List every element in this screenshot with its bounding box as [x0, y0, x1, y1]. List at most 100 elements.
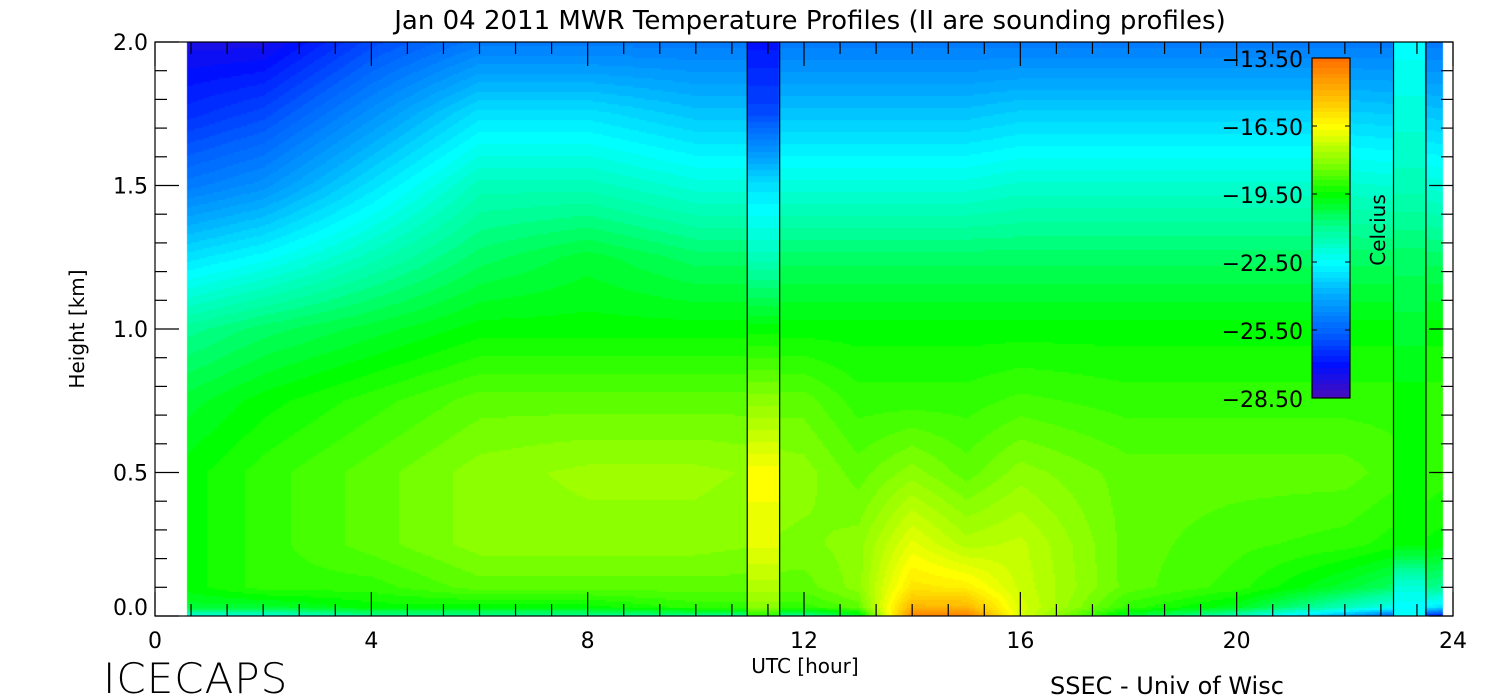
- colorbar-swatch: [1312, 110, 1350, 112]
- colorbar-swatch: [1312, 356, 1350, 358]
- colorbar-swatch: [1312, 176, 1350, 178]
- colorbar-swatch: [1312, 204, 1350, 206]
- colorbar-swatch: [1312, 192, 1350, 194]
- colorbar-swatch: [1312, 384, 1350, 386]
- colorbar-swatch: [1312, 190, 1350, 192]
- colorbar-swatch: [1312, 94, 1350, 96]
- colorbar-swatch: [1312, 342, 1350, 344]
- colorbar-swatch: [1312, 194, 1350, 196]
- colorbar-swatch: [1312, 240, 1350, 242]
- axes: [154, 41, 1454, 617]
- colorbar-swatch: [1312, 348, 1350, 350]
- colorbar-tick-label: −28.50: [1222, 388, 1303, 413]
- colorbar-swatch: [1312, 186, 1350, 188]
- colorbar-swatch: [1312, 300, 1350, 302]
- colorbar-swatch: [1312, 106, 1350, 108]
- colorbar-swatch: [1312, 246, 1350, 248]
- colorbar-swatch: [1312, 308, 1350, 310]
- colorbar-swatch: [1312, 60, 1350, 62]
- colorbar-swatch: [1312, 90, 1350, 92]
- colorbar-swatch: [1312, 368, 1350, 370]
- colorbar-swatch: [1312, 126, 1350, 128]
- colorbar-swatch: [1312, 96, 1350, 98]
- y-tick-label: 0.5: [113, 462, 148, 487]
- colorbar-swatch: [1312, 386, 1350, 388]
- colorbar-swatch: [1312, 376, 1350, 378]
- colorbar-swatch: [1312, 392, 1350, 394]
- colorbar-swatch: [1312, 318, 1350, 320]
- x-tick-label: 20: [1223, 629, 1251, 654]
- colorbar-swatch: [1312, 298, 1350, 300]
- colorbar-swatch: [1312, 212, 1350, 214]
- colorbar-swatch: [1312, 380, 1350, 382]
- colorbar-swatch: [1312, 112, 1350, 114]
- colorbar-swatch: [1312, 68, 1350, 70]
- colorbar-swatch: [1312, 218, 1350, 220]
- colorbar-swatch: [1312, 88, 1350, 90]
- colorbar-swatch: [1312, 296, 1350, 298]
- colorbar-swatch: [1312, 72, 1350, 74]
- colorbar-swatch: [1312, 336, 1350, 338]
- colorbar-tick-label: −22.50: [1222, 252, 1303, 277]
- colorbar-swatch: [1312, 372, 1350, 374]
- colorbar-swatch: [1312, 382, 1350, 384]
- colorbar-tick-label: −13.50: [1222, 48, 1303, 73]
- colorbar-swatch: [1312, 206, 1350, 208]
- y-axis-label: Height [km]: [65, 269, 89, 388]
- colorbar-swatch: [1312, 62, 1350, 64]
- colorbar-swatch: [1312, 84, 1350, 86]
- colorbar-swatch: [1312, 314, 1350, 316]
- colorbar-swatch: [1312, 354, 1350, 356]
- colorbar-swatch: [1312, 248, 1350, 250]
- colorbar-swatch: [1312, 108, 1350, 110]
- colorbar-swatch: [1312, 214, 1350, 216]
- colorbar-swatch: [1312, 272, 1350, 274]
- colorbar-swatch: [1312, 256, 1350, 258]
- colorbar-swatch: [1312, 224, 1350, 226]
- colorbar-swatch: [1312, 138, 1350, 140]
- colorbar-swatch: [1312, 124, 1350, 126]
- colorbar-swatch: [1312, 286, 1350, 288]
- colorbar-swatch: [1312, 120, 1350, 122]
- colorbar-swatch: [1312, 288, 1350, 290]
- colorbar-swatch: [1312, 66, 1350, 68]
- colorbar-swatch: [1312, 158, 1350, 160]
- colorbar-swatch: [1312, 340, 1350, 342]
- x-tick-label: 24: [1439, 629, 1467, 654]
- colorbar-swatch: [1312, 86, 1350, 88]
- colorbar-swatch: [1312, 264, 1350, 266]
- colorbar-swatch: [1312, 188, 1350, 190]
- colorbar-tick-label: −16.50: [1222, 116, 1303, 141]
- colorbar-swatch: [1312, 350, 1350, 352]
- colorbar-swatch: [1312, 242, 1350, 244]
- colorbar-swatch: [1312, 170, 1350, 172]
- colorbar-swatch: [1312, 362, 1350, 364]
- y-tick-label: 1.0: [113, 318, 148, 343]
- colorbar-swatch: [1312, 144, 1350, 146]
- colorbar-swatch: [1312, 326, 1350, 328]
- colorbar-swatch: [1312, 184, 1350, 186]
- colorbar-swatch: [1312, 236, 1350, 238]
- colorbar-swatch: [1312, 122, 1350, 124]
- colorbar-swatch: [1312, 250, 1350, 252]
- colorbar-swatch: [1312, 160, 1350, 162]
- colorbar-swatch: [1312, 220, 1350, 222]
- colorbar-swatch: [1312, 180, 1350, 182]
- colorbar-swatch: [1312, 132, 1350, 134]
- colorbar-swatch: [1312, 150, 1350, 152]
- colorbar-swatch: [1312, 276, 1350, 278]
- colorbar-swatch: [1312, 196, 1350, 198]
- colorbar-swatch: [1312, 172, 1350, 174]
- colorbar-swatch: [1312, 334, 1350, 336]
- colorbar-swatch: [1312, 174, 1350, 176]
- colorbar-swatch: [1312, 104, 1350, 106]
- colorbar-swatch: [1312, 292, 1350, 294]
- colorbar-swatch: [1312, 238, 1350, 240]
- colorbar-tick-label: −25.50: [1222, 320, 1303, 345]
- colorbar-swatch: [1312, 312, 1350, 314]
- colorbar-swatch: [1312, 258, 1350, 260]
- colorbar-swatch: [1312, 166, 1350, 168]
- colorbar-swatch: [1312, 320, 1350, 322]
- colorbar-swatch: [1312, 156, 1350, 158]
- colorbar-swatch: [1312, 328, 1350, 330]
